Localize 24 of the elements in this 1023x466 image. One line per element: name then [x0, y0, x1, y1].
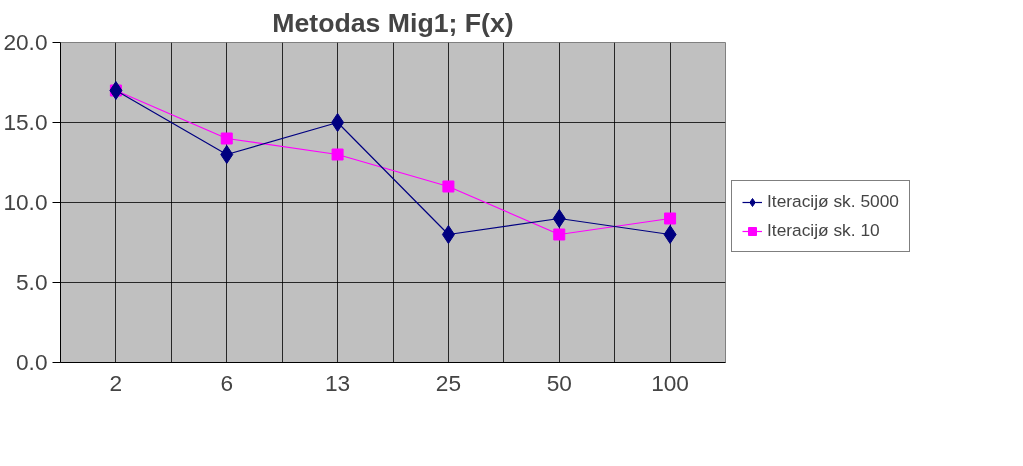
point: [442, 180, 455, 193]
legend-label: Iteracijø sk. 10: [767, 220, 880, 241]
y-tick-label: 0.0: [16, 349, 48, 375]
point: [220, 145, 234, 164]
chart-title: Metodas Mig1; F(x): [272, 7, 514, 38]
x-tick-label: 25: [435, 369, 462, 396]
point: [664, 212, 677, 225]
point: [220, 132, 233, 145]
point: [553, 228, 566, 241]
x-tick-label: 100: [651, 369, 689, 396]
y-tick-label: 15.0: [3, 109, 48, 135]
x-tick-label: 2: [109, 369, 123, 396]
y-tick-label: 20.0: [3, 29, 48, 55]
x-tick-label: 13: [324, 369, 351, 396]
legend-label: Iteracijø sk. 5000: [767, 191, 899, 212]
y-tick-label: 10.0: [3, 189, 48, 215]
point: [331, 148, 344, 161]
point: [663, 225, 677, 244]
x-tick-label: 50: [546, 369, 572, 396]
point: [552, 209, 566, 228]
point: [331, 113, 345, 132]
x-tick-label: 6: [220, 369, 234, 396]
y-tick-label: 5.0: [16, 269, 48, 295]
point: [441, 225, 455, 244]
